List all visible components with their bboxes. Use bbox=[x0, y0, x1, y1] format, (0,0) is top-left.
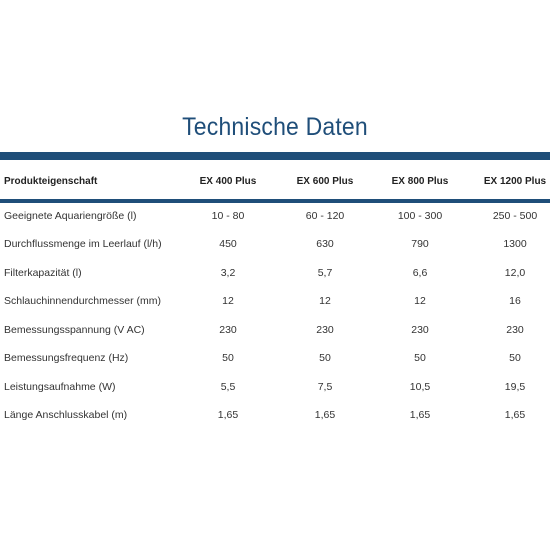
table-row: Schlauchinnendurchmesser (mm) 12 12 12 1… bbox=[0, 287, 550, 315]
row-label: Leistungsaufnahme (W) bbox=[4, 381, 116, 393]
row-value: 5,5 bbox=[220, 381, 236, 393]
row-value: 50 bbox=[414, 352, 426, 364]
row-value: 1,65 bbox=[504, 409, 526, 421]
row-value: 1,65 bbox=[217, 409, 239, 421]
row-value: 230 bbox=[411, 324, 429, 336]
row-value: 10,5 bbox=[409, 381, 431, 393]
table-row: Geeignete Aquariengröße (l) 10 - 80 60 -… bbox=[0, 202, 550, 230]
row-label: Geeignete Aquariengröße (l) bbox=[4, 210, 137, 222]
row-value: 19,5 bbox=[504, 381, 526, 393]
page-title: Technische Daten bbox=[182, 113, 368, 141]
row-value: 1,65 bbox=[409, 409, 431, 421]
row-value: 1300 bbox=[503, 238, 527, 250]
row-value: 60 - 120 bbox=[305, 210, 345, 222]
row-value: 7,5 bbox=[317, 381, 333, 393]
row-value: 12 bbox=[414, 295, 426, 307]
table-row: Durchflussmenge im Leerlauf (l/h) 450 63… bbox=[0, 230, 550, 258]
row-value: 50 bbox=[222, 352, 234, 364]
row-value: 230 bbox=[506, 324, 524, 336]
row-value: 450 bbox=[219, 238, 237, 250]
row-value: 100 - 300 bbox=[397, 210, 443, 222]
row-value: 230 bbox=[316, 324, 334, 336]
column-header-property: Produkteigenschaft bbox=[4, 176, 98, 187]
row-label: Filterkapazität (l) bbox=[4, 267, 82, 279]
row-label: Länge Anschlusskabel (m) bbox=[4, 409, 128, 421]
column-header-ex400: EX 400 Plus bbox=[199, 176, 257, 187]
header-top-rule bbox=[0, 152, 550, 160]
column-header-ex800: EX 800 Plus bbox=[391, 176, 449, 187]
row-value: 16 bbox=[509, 295, 521, 307]
row-value: 12 bbox=[222, 295, 234, 307]
row-label: Schlauchinnendurchmesser (mm) bbox=[4, 295, 161, 307]
row-label: Bemessungsfrequenz (Hz) bbox=[4, 352, 129, 364]
row-value: 630 bbox=[316, 238, 334, 250]
row-value: 1,65 bbox=[314, 409, 336, 421]
row-label: Durchflussmenge im Leerlauf (l/h) bbox=[4, 238, 162, 250]
row-value: 50 bbox=[509, 352, 521, 364]
row-value: 12,0 bbox=[504, 267, 526, 279]
row-value: 230 bbox=[219, 324, 237, 336]
row-value: 50 bbox=[319, 352, 331, 364]
table-row: Leistungsaufnahme (W) 5,5 7,5 10,5 19,5 bbox=[0, 373, 550, 401]
table-header: Produkteigenschaft EX 400 Plus EX 600 Pl… bbox=[0, 160, 550, 199]
row-value: 6,6 bbox=[412, 267, 428, 279]
row-value: 10 - 80 bbox=[211, 210, 245, 222]
table-row: Bemessungsspannung (V AC) 230 230 230 23… bbox=[0, 316, 550, 344]
row-value: 250 - 500 bbox=[492, 210, 538, 222]
header-bottom-rule bbox=[0, 199, 550, 203]
table-row: Bemessungsfrequenz (Hz) 50 50 50 50 bbox=[0, 344, 550, 372]
row-value: 3,2 bbox=[220, 267, 236, 279]
row-value: 790 bbox=[411, 238, 429, 250]
row-value: 12 bbox=[319, 295, 331, 307]
table-row: Filterkapazität (l) 3,2 5,7 6,6 12,0 bbox=[0, 259, 550, 287]
row-label: Bemessungsspannung (V AC) bbox=[4, 324, 145, 336]
table-row: Länge Anschlusskabel (m) 1,65 1,65 1,65 … bbox=[0, 401, 550, 429]
column-header-ex1200: EX 1200 Plus bbox=[483, 176, 547, 187]
row-value: 5,7 bbox=[317, 267, 333, 279]
column-header-ex600: EX 600 Plus bbox=[296, 176, 354, 187]
